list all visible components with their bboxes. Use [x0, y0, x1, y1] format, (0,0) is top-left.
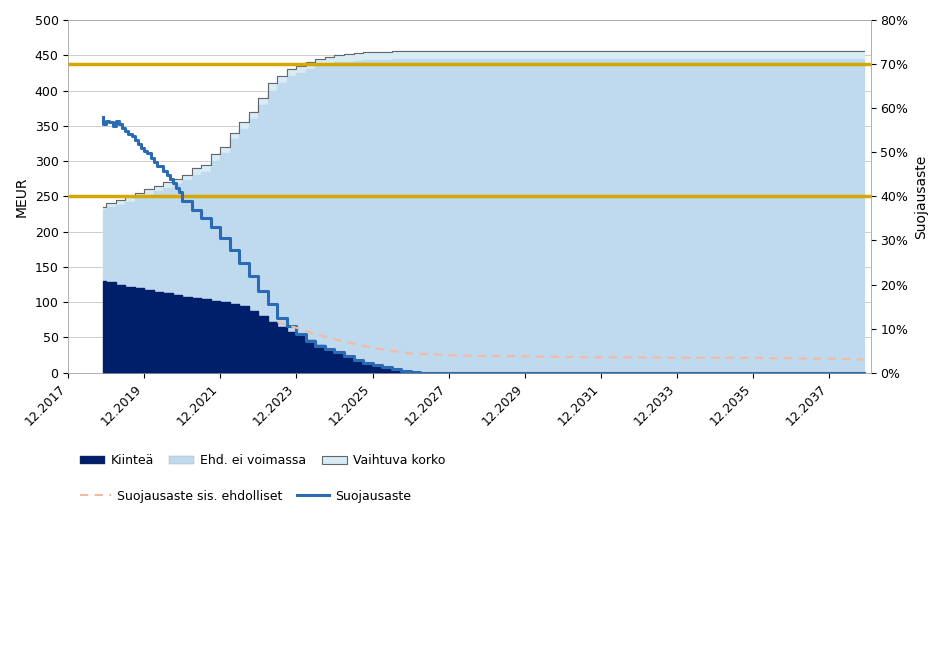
Y-axis label: MEUR: MEUR: [15, 176, 29, 217]
Legend: Suojausaste sis. ehdolliset, Suojausaste: Suojausaste sis. ehdolliset, Suojausaste: [74, 485, 416, 508]
Y-axis label: Suojausaste: Suojausaste: [914, 154, 928, 239]
